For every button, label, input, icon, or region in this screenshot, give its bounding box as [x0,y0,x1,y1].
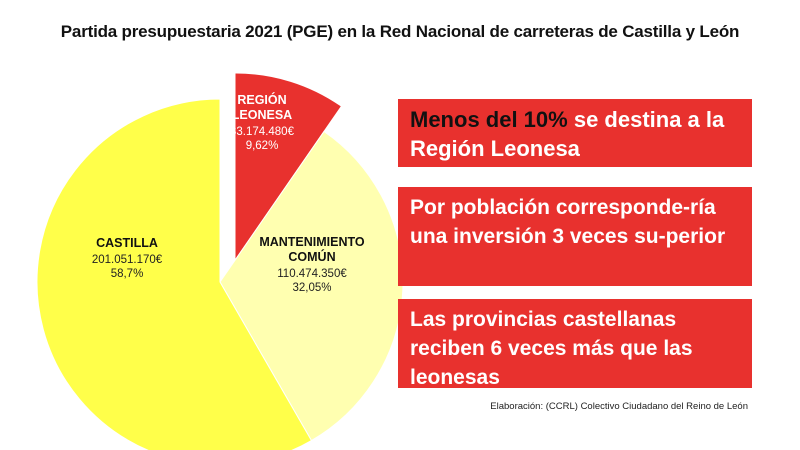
slice-label-1-line-0: MANTENIMIENTO [259,235,365,249]
slice-percent-1: 32,05% [292,282,331,294]
highlight-box-2-text: Por población corresponde-ría una invers… [410,196,726,248]
highlight-box-1: Menos del 10% se destina a la Región Leo… [398,99,752,167]
slice-label-2-line-0: CASTILLA [96,236,158,250]
highlight-box-2: Por población corresponde-ría una invers… [398,187,752,286]
pie-slice-0 [235,73,341,259]
slice-label-0: REGIÓN LEONESA 33.174.480€ 9,62% [230,92,295,152]
slice-label-1-line-1: COMÚN [288,249,335,264]
slice-amount-0: 33.174.480€ [230,126,295,138]
slice-label-0-line-0: REGIÓN [237,92,286,107]
slice-label-2: CASTILLA 201.051.170€ 58,7% [92,236,163,280]
highlight-box-1-text: se destina a la Región Leonesa [410,107,725,161]
slice-percent-2: 58,7% [111,268,144,280]
slice-amount-2: 201.051.170€ [92,254,163,266]
highlight-box-3: Las provincias castellanas reciben 6 vec… [398,299,752,389]
slice-label-0-line-1: LEONESA [232,108,292,122]
slice-percent-0: 9,62% [246,140,279,152]
chart-title: Partida presupuestaria 2021 (PGE) en la … [60,22,740,41]
highlight-box-1-emphasis: Menos del 10% [410,107,568,132]
highlight-box-3-text: Las provincias castellanas reciben 6 vec… [410,308,693,389]
slice-amount-1: 110.474.350€ [277,268,347,280]
slice-label-1: MANTENIMIENTO COMÚN 110.474.350€ 32,05% [259,235,365,294]
source-credit: Elaboración: (CCRL) Colectivo Ciudadano … [490,401,748,412]
pie-slice-1 [219,130,404,442]
pie-slice-2 [36,98,313,450]
